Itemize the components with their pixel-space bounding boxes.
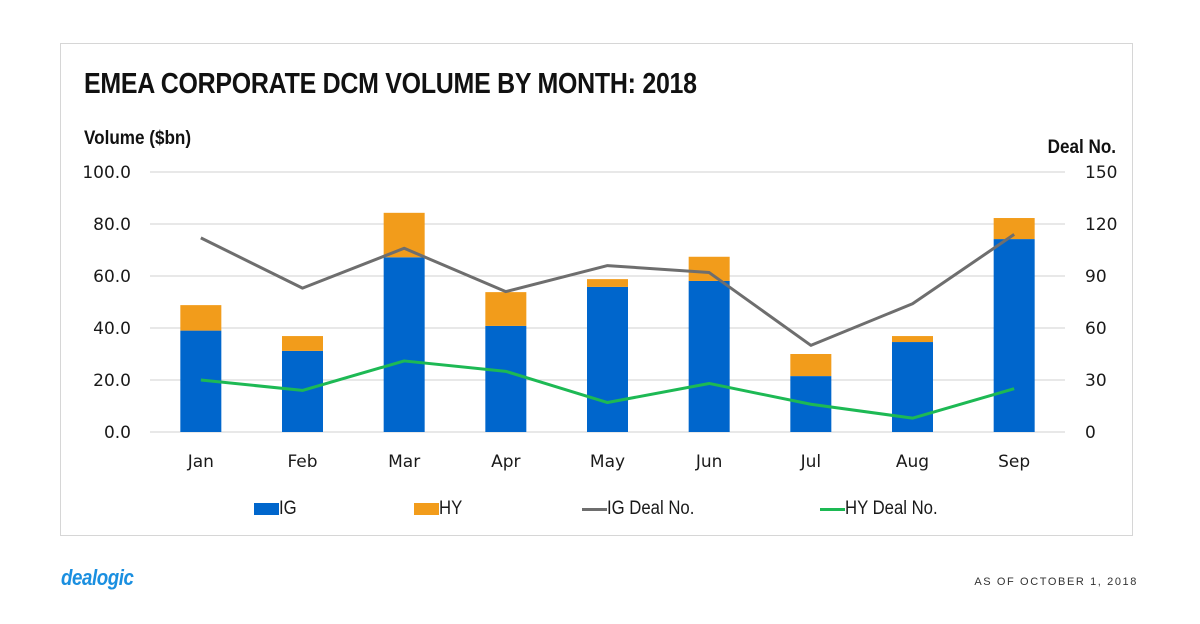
- legend-item-ig: IG: [254, 498, 299, 520]
- bar-hy-sep: [993, 218, 1035, 240]
- y-tick-left: 100.0: [82, 163, 131, 183]
- legend: IG HY IG Deal No. HY Deal No.: [0, 498, 1200, 522]
- dealogic-logo: dealogic: [61, 565, 134, 590]
- bars: [180, 212, 1035, 432]
- bar-ig-jun: [688, 280, 730, 432]
- y-axis-left-label: Volume ($bn): [84, 128, 192, 149]
- y-tick-right: 30: [1085, 371, 1107, 391]
- legend-label-ig: IG: [279, 498, 297, 519]
- bar-hy-may: [587, 279, 628, 287]
- y-tick-right: 150: [1085, 163, 1117, 183]
- x-tick-feb: Feb: [287, 452, 317, 472]
- y-tick-left: 0.0: [104, 423, 131, 443]
- line-hy-deal-no: [200, 359, 1015, 420]
- x-tick-jul: Jul: [800, 452, 822, 472]
- bar-hy-apr: [485, 292, 527, 326]
- legend-line-ig-deal: [582, 507, 607, 511]
- legend-item-hy: HY: [414, 498, 465, 520]
- y-axis-right-ticks: 0 30 60 90 120 150: [1085, 163, 1117, 443]
- x-tick-apr: Apr: [491, 452, 520, 472]
- legend-swatch-ig: [254, 503, 279, 515]
- chart-title: EMEA CORPORATE DCM VOLUME BY MONTH: 2018: [84, 68, 697, 100]
- y-tick-right: 0: [1085, 423, 1096, 443]
- x-tick-jan: Jan: [187, 452, 214, 472]
- y-axis-left-ticks: 0.0 20.0 40.0 60.0 80.0 100.0: [82, 163, 131, 443]
- x-tick-jun: Jun: [695, 452, 723, 472]
- lines: [200, 233, 1016, 420]
- y-tick-right: 120: [1085, 215, 1117, 235]
- bar-hy-mar: [383, 212, 425, 258]
- legend-line-hy-deal: [820, 507, 845, 511]
- bar-hy-jul: [790, 354, 832, 377]
- y-tick-right: 60: [1085, 319, 1107, 339]
- bar-hy-jan: [180, 305, 222, 331]
- bar-hy-feb: [282, 336, 323, 351]
- bar-ig-apr: [485, 325, 527, 432]
- line-ig-deal-no: [200, 233, 1016, 347]
- bar-hy-aug: [892, 336, 933, 343]
- legend-item-hy-deal: HY Deal No.: [820, 498, 950, 520]
- y-axis-right-label: Deal No.: [1047, 137, 1116, 158]
- legend-item-ig-deal: IG Deal No.: [582, 498, 706, 520]
- x-tick-sep: Sep: [998, 452, 1030, 472]
- legend-swatch-hy: [414, 503, 439, 515]
- x-tick-mar: Mar: [388, 452, 420, 472]
- x-tick-aug: Aug: [896, 452, 929, 472]
- y-tick-left: 40.0: [93, 319, 131, 339]
- x-tick-may: May: [590, 452, 625, 472]
- y-tick-left: 80.0: [93, 215, 131, 235]
- bar-ig-mar: [383, 257, 425, 432]
- y-tick-left: 20.0: [93, 371, 131, 391]
- x-axis-ticks: Jan Feb Mar Apr May Jun Jul Aug Sep: [187, 452, 1030, 472]
- legend-label-hy-deal: HY Deal No.: [845, 498, 938, 519]
- bar-ig-sep: [993, 239, 1035, 432]
- y-tick-right: 90: [1085, 267, 1107, 287]
- y-tick-left: 60.0: [93, 267, 131, 287]
- legend-label-hy: HY: [439, 498, 463, 519]
- as-of-date: AS OF OCTOBER 1, 2018: [974, 576, 1138, 588]
- bar-hy-jun: [688, 256, 730, 281]
- bar-ig-may: [587, 286, 628, 432]
- legend-label-ig-deal: IG Deal No.: [607, 498, 695, 519]
